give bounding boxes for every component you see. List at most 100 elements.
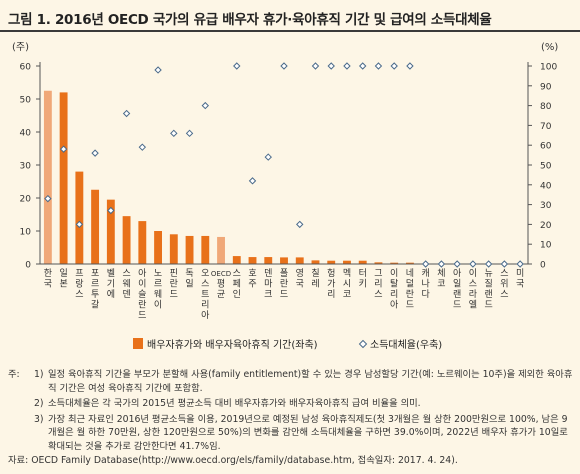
marker-아이슬란드 xyxy=(138,143,147,151)
note-1-text: 일정 육아휴직 기간을 부모가 분할해 사용(family entitlemen… xyxy=(48,369,573,394)
right-tick-label: 10 xyxy=(540,241,552,251)
marker-노르웨이 xyxy=(154,66,162,74)
note-1-number: 1) xyxy=(34,369,44,380)
note-2-text: 소득대체율은 각 국가의 2015년 평균소득 대비 배우자휴가와 배우자육아휴… xyxy=(48,398,421,410)
marker-일본 xyxy=(59,145,68,153)
marker-칠레 xyxy=(311,62,320,70)
bar-폴란드 xyxy=(280,257,288,264)
right-tick-label: 20 xyxy=(540,221,552,231)
bar-아이슬란드 xyxy=(138,221,147,264)
bar-일본 xyxy=(59,92,68,265)
marker-헝가리 xyxy=(327,62,335,70)
bar-헝가리 xyxy=(327,260,336,264)
marker-포르투갈 xyxy=(91,149,99,157)
source-citation: 자료: OECD Family Database(http://www.oecd… xyxy=(8,454,458,466)
bar-덴마크 xyxy=(264,257,273,264)
notes-section: 주: 1) 일정 육아휴직 기간을 부모가 분할해 사용(family enti… xyxy=(8,368,576,467)
right-tick-label: 30 xyxy=(540,201,552,211)
note-3-text: 가장 최근 자료인 2016년 평균소득을 이용, 2019년으로 예정된 남성… xyxy=(48,413,568,452)
marker-스웨덴 xyxy=(122,109,131,118)
legend-label-marker: 소득대체율(우축) xyxy=(370,339,442,351)
marker-터키 xyxy=(359,62,367,70)
note-3: 3) 가장 최근 자료인 2016년 평균소득을 이용, 2019년으로 예정된… xyxy=(8,413,576,454)
marker-뉴질랜드 xyxy=(484,260,493,268)
bar-스페인 xyxy=(232,256,241,264)
marker-아일랜드 xyxy=(453,260,461,268)
left-tick-label: 60 xyxy=(20,63,32,73)
note-2: 2) 소득대체율은 각 국가의 2015년 평균소득 대비 배우자휴가와 배우자… xyxy=(8,397,576,411)
note-2-number: 2) xyxy=(34,398,44,410)
marker-이스라엘 xyxy=(469,260,477,268)
legend-swatch-marker xyxy=(358,339,368,349)
bar-터키 xyxy=(358,260,367,264)
right-tick-label: 100 xyxy=(540,63,557,73)
bar-벨기에 xyxy=(106,199,115,264)
left-tick-label: 0 xyxy=(25,261,31,271)
bar-칠레 xyxy=(311,260,320,264)
note-3-number: 3) xyxy=(34,413,44,425)
marker-체코 xyxy=(437,260,446,268)
bar-오스트리아 xyxy=(201,235,210,264)
notes-prefix: 주: xyxy=(8,369,20,380)
marker-이탈리아 xyxy=(390,62,398,70)
marker-영국 xyxy=(296,220,304,229)
marker-벨기에 xyxy=(107,206,115,215)
right-axis-unit: (%) xyxy=(541,42,558,53)
marker-멕시코 xyxy=(343,62,351,70)
marker-오스트리아 xyxy=(201,101,209,110)
marker-핀란드 xyxy=(170,129,178,138)
right-tick-label: 0 xyxy=(540,261,546,271)
note-1: 주: 1) 일정 육아휴직 기간을 부모가 분할해 사용(family enti… xyxy=(8,368,576,395)
left-tick-label: 40 xyxy=(20,129,32,139)
bar-그리스 xyxy=(374,262,383,264)
right-tick-label: 70 xyxy=(540,122,552,132)
marker-호주 xyxy=(248,177,257,185)
marker-덴마크 xyxy=(264,153,272,161)
title-divider xyxy=(0,30,580,32)
right-tick-label: 50 xyxy=(540,162,552,172)
left-tick-label: 30 xyxy=(20,162,32,172)
bar-포르투갈 xyxy=(91,189,100,264)
legend-swatch-bar xyxy=(133,338,143,349)
right-tick-label: 80 xyxy=(540,102,552,112)
bar-한국 xyxy=(43,90,52,264)
marker-스위스 xyxy=(500,260,509,268)
figure-title: 그림 1. 2016년 OECD 국가의 유급 배우자 휴가·육아휴직 기간 및… xyxy=(8,12,492,28)
marker-네덜란드 xyxy=(406,62,414,70)
marker-캐나다 xyxy=(421,260,430,268)
marker-그리스 xyxy=(374,62,383,70)
bar-호주 xyxy=(248,257,257,264)
right-tick-label: 60 xyxy=(540,142,552,152)
bar-독일 xyxy=(185,235,194,264)
left-axis-unit: (주) xyxy=(12,42,29,53)
bar-marker-chart: (주) (%) 0 10 20 30 40 50 60 0 10 20 30 40 50 60 70 80 90 10… xyxy=(12,42,558,351)
marker-독일 xyxy=(185,129,194,138)
marker-스페인 xyxy=(233,62,241,70)
right-tick-label: 40 xyxy=(540,181,552,191)
